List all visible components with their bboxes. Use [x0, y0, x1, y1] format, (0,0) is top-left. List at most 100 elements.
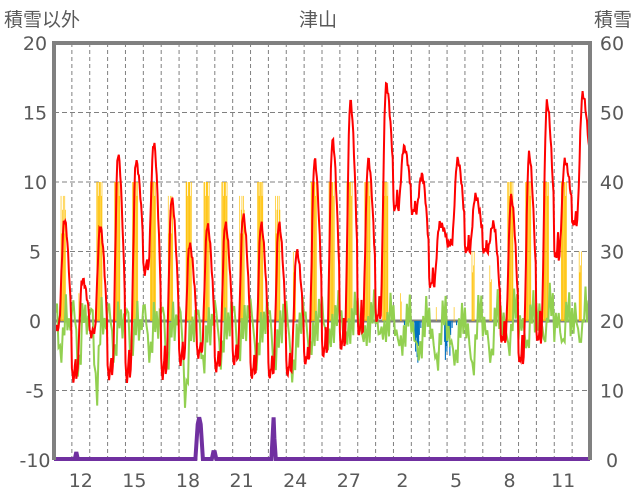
sunshine-bar	[207, 182, 209, 321]
sunshine-bar	[386, 182, 387, 321]
sunshine-bar	[137, 182, 139, 321]
sunshine-bar	[135, 182, 136, 321]
sunshine-bar	[333, 195, 334, 321]
sunshine-bar	[368, 182, 369, 321]
sunshine-bar	[580, 265, 581, 321]
sunshine-bar	[351, 195, 352, 321]
sunshine-bar	[331, 182, 333, 321]
plot-border	[52, 41, 592, 460]
left-y-tick-label: 15	[23, 103, 47, 125]
sunshine-bar	[260, 182, 262, 321]
sunshine-bar	[387, 182, 389, 321]
sunshine-bar	[348, 195, 349, 321]
sunshine-bar	[203, 182, 205, 321]
left-y-tick-label: 0	[29, 311, 41, 333]
sunshine-bar	[278, 195, 280, 321]
sunshine-bar	[315, 195, 316, 321]
sunshine-bar	[225, 182, 226, 321]
sunshine-bar	[221, 182, 223, 321]
sunshine-bar	[490, 279, 492, 321]
sunshine-bar	[154, 195, 156, 321]
sunshine-bar	[529, 195, 531, 321]
sunshine-bar	[385, 182, 386, 321]
precipitation-bar	[451, 321, 453, 328]
left-y-tick-label: -10	[19, 450, 50, 472]
sunshine-bar	[560, 182, 562, 321]
sunshine-bar	[243, 209, 245, 321]
sunshine-bar	[226, 182, 228, 321]
sunshine-bar	[316, 182, 317, 321]
sunshine-bar	[118, 195, 120, 321]
precipitation-bar	[417, 321, 419, 363]
sunshine-bar	[261, 195, 263, 321]
line-series	[53, 81, 591, 461]
x-tick-label: 12	[69, 470, 93, 492]
chart-title: 津山	[299, 9, 337, 31]
sunshine-bar	[546, 182, 548, 321]
sunshine-bar	[172, 209, 174, 321]
sunshine-bar	[365, 195, 367, 321]
sunshine-bar	[472, 272, 474, 321]
sunshine-bar	[435, 307, 437, 321]
sunshine-bar	[530, 182, 532, 321]
sunshine-bar	[64, 195, 66, 321]
sunshine-bar	[349, 182, 351, 321]
sunshine-bar	[548, 182, 549, 321]
left-axis-title: 積雪以外	[4, 9, 80, 31]
right-axis-title: 積雪	[594, 9, 632, 31]
left-y-tick-label: 20	[23, 33, 47, 55]
x-tick-label: 18	[176, 470, 200, 492]
sunshine-bar	[185, 182, 187, 321]
sunshine-bar	[545, 182, 547, 321]
sunshine-bar	[473, 265, 474, 321]
sunshine-bar	[579, 272, 581, 321]
sunshine-bar	[313, 182, 314, 321]
sunshine-bar	[100, 182, 101, 321]
sunshine-bar	[330, 195, 331, 321]
sunshine-bar	[313, 182, 315, 321]
sunshine-bar	[528, 182, 529, 321]
sunshine-bar	[564, 182, 566, 321]
sunshine-bar	[135, 182, 137, 321]
sunshine-bar	[60, 195, 62, 321]
sunshine-bar	[350, 182, 351, 321]
sunshine-bar	[471, 251, 473, 321]
sunshine-bar	[351, 182, 353, 321]
left-y-tick-label: 5	[29, 242, 41, 264]
sunshine-bar	[578, 251, 580, 321]
right-y-tick-label: 40	[600, 172, 624, 194]
sunshine-bar	[565, 195, 567, 321]
right-y-tick-label: 20	[600, 311, 624, 333]
sunshine-bar	[189, 182, 191, 321]
x-tick-label: 11	[551, 470, 575, 492]
sunshine-bar	[386, 195, 388, 321]
sunshine-bar	[489, 265, 491, 321]
sunshine-bar	[119, 182, 121, 321]
x-tick-label: 27	[337, 470, 361, 492]
sunshine-bar	[242, 233, 244, 321]
sunshine-bar	[151, 195, 153, 321]
sunshine-bar	[101, 182, 103, 321]
sunshine-bar	[116, 182, 118, 321]
sunshine-bar	[348, 182, 350, 321]
sunshine-bar	[62, 195, 64, 321]
sunshine-bar	[581, 251, 582, 321]
precipitation-bar	[403, 321, 406, 326]
sunshine-bar	[186, 182, 188, 321]
sunshine-bar	[118, 182, 119, 321]
sunshine-bar	[63, 233, 65, 321]
sunshine-bar	[368, 195, 370, 321]
sunshine-bar	[332, 182, 334, 321]
sunshine-bar	[490, 282, 491, 321]
precipitation-bar	[444, 321, 446, 342]
sunshine-bar	[369, 182, 371, 321]
sunshine-bar	[563, 182, 565, 321]
sunshine-bar	[167, 195, 169, 321]
sunshine-bar	[190, 195, 191, 321]
sunshine-bar	[117, 182, 118, 321]
sunshine-bar	[275, 195, 276, 321]
sunshine-bar	[527, 182, 529, 321]
sunshine-bar	[224, 182, 226, 321]
sunshine-bar	[528, 182, 530, 321]
